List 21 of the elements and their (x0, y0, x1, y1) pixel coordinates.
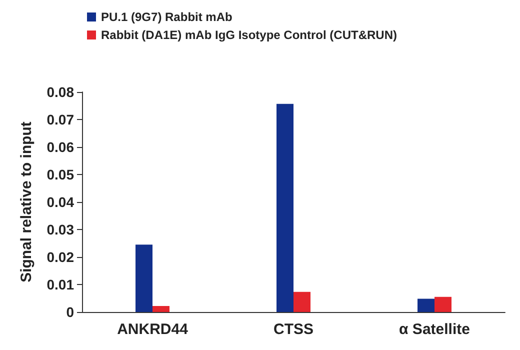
bar (434, 296, 452, 312)
y-tick-label: 0.01 (46, 276, 74, 292)
bar (276, 104, 294, 312)
y-tick-label: 0.03 (46, 222, 74, 238)
x-tick-label: CTSS (273, 321, 314, 338)
y-tick-label: 0.07 (46, 112, 74, 128)
bar (152, 306, 170, 312)
x-tick-label: ANKRD44 (117, 321, 189, 338)
legend-label: Rabbit (DA1E) mAb IgG Isotype Control (CUT&RUN) (101, 28, 397, 42)
y-axis-title: Signal relative to input (18, 122, 35, 282)
bar (418, 298, 434, 312)
bar (294, 292, 310, 312)
x-tick-label: α Satellite (399, 321, 470, 338)
y-tick-label: 0.06 (46, 139, 74, 155)
y-tick-label: 0.08 (46, 84, 74, 100)
y-tick-label: 0 (66, 304, 74, 320)
legend-label: PU.1 (9G7) Rabbit mAb (101, 10, 232, 24)
y-tick-label: 0.04 (46, 194, 74, 210)
bar (136, 244, 152, 312)
y-tick-label: 0.02 (46, 249, 74, 265)
y-tick-label: 0.05 (46, 166, 74, 182)
